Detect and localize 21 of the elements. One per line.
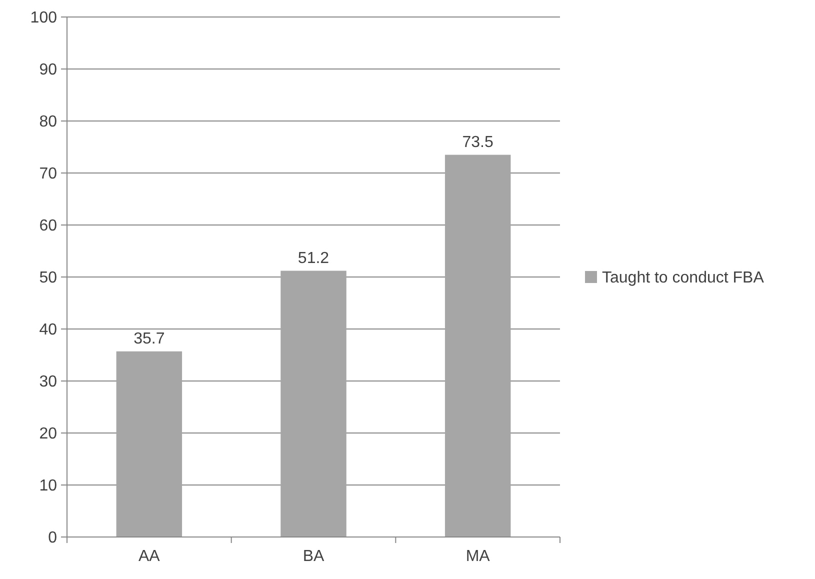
y-tick-label: 80: [39, 114, 58, 131]
y-tick-label: 60: [39, 218, 58, 235]
y-tick-label: 100: [30, 10, 58, 27]
data-label: 35.7: [134, 330, 165, 348]
y-tick-label: 70: [39, 166, 58, 183]
data-label: 73.5: [462, 134, 494, 151]
y-tick-label: 90: [39, 62, 58, 79]
data-label: 51.2: [298, 250, 330, 267]
bar: [444, 154, 511, 537]
x-tick-label: BA: [302, 548, 324, 565]
y-tick-label: 0: [48, 530, 58, 547]
y-tick-label: 50: [39, 270, 58, 287]
y-tick-label: 20: [39, 426, 58, 443]
y-tick-label: 10: [39, 478, 58, 495]
bar: [280, 270, 346, 537]
x-tick-label: MA: [466, 548, 490, 565]
bar: [116, 351, 182, 537]
x-tick-label: AA: [138, 548, 160, 565]
y-tick-label: 30: [39, 374, 58, 391]
y-tick-label: 40: [39, 322, 58, 339]
legend-label: Taught to conduct FBA: [602, 270, 764, 287]
